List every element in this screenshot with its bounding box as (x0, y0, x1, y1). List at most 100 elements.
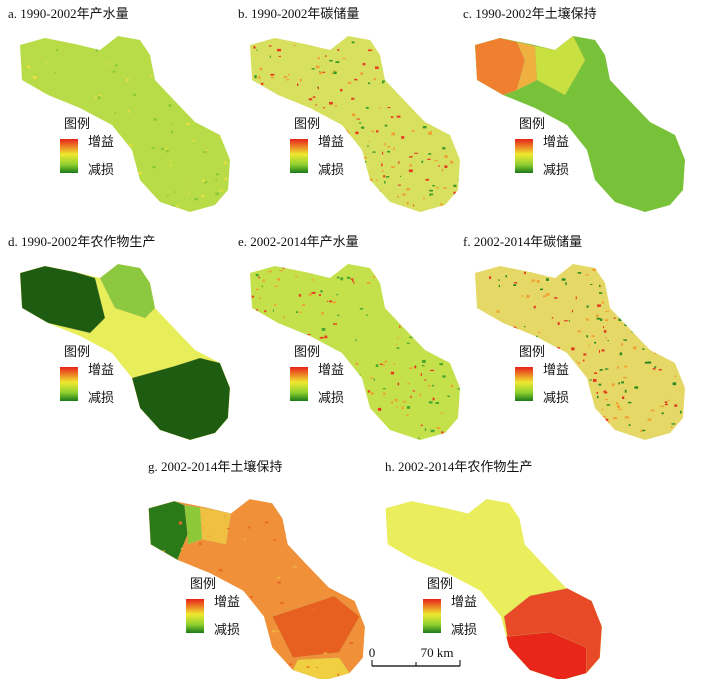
texture (346, 276, 351, 280)
texture (337, 380, 342, 384)
texture (349, 387, 353, 391)
texture (328, 300, 333, 303)
texture (398, 209, 403, 211)
texture (665, 304, 669, 307)
texture (390, 371, 395, 375)
texture (330, 197, 333, 200)
texture (665, 311, 668, 314)
texture (426, 332, 428, 334)
texture (613, 295, 618, 298)
texture (568, 320, 570, 322)
texture (611, 383, 615, 386)
panel-title: h. 2002-2014年农作物生产 (385, 459, 532, 474)
texture (623, 376, 627, 379)
texture (315, 375, 317, 378)
texture (326, 130, 328, 133)
texture (277, 120, 280, 122)
texture (598, 349, 601, 353)
texture (515, 364, 517, 367)
texture (190, 53, 195, 56)
map (475, 36, 685, 212)
texture (281, 103, 284, 106)
texture (282, 266, 286, 269)
texture (261, 397, 265, 401)
texture (632, 346, 637, 350)
texture (355, 362, 359, 365)
texture (592, 418, 596, 422)
texture (168, 66, 170, 69)
texture (340, 88, 343, 92)
texture (337, 673, 339, 677)
texture (443, 187, 447, 189)
texture (214, 70, 218, 72)
texture (575, 296, 577, 300)
texture (102, 123, 104, 125)
texture (619, 352, 623, 356)
texture (334, 384, 337, 386)
texture (381, 81, 384, 84)
texture (412, 204, 415, 207)
texture (26, 118, 29, 120)
texture (687, 402, 689, 405)
texture (477, 384, 479, 387)
texture (518, 435, 522, 438)
texture (370, 392, 374, 395)
texture (286, 336, 289, 338)
texture (653, 366, 657, 368)
texture (277, 48, 281, 52)
texture (540, 288, 544, 291)
texture (272, 629, 277, 633)
texture (377, 407, 382, 411)
texture (250, 314, 253, 316)
texture (644, 361, 648, 364)
texture (152, 166, 156, 169)
map (20, 36, 230, 212)
texture (265, 90, 268, 93)
texture (589, 379, 592, 381)
texture (180, 547, 183, 550)
texture (485, 366, 488, 368)
texture (668, 308, 672, 310)
texture (268, 271, 271, 273)
texture (422, 359, 426, 363)
texture (170, 159, 172, 162)
texture (271, 347, 275, 350)
texture (406, 414, 409, 417)
texture (83, 111, 85, 115)
texture (320, 501, 323, 504)
texture (223, 636, 226, 640)
texture (56, 48, 58, 52)
texture (673, 306, 675, 308)
texture (555, 435, 559, 437)
map (20, 264, 230, 440)
texture (397, 184, 401, 186)
texture (350, 205, 352, 208)
texture (366, 281, 371, 284)
texture (311, 392, 314, 394)
texture (189, 53, 194, 57)
texture (227, 528, 231, 530)
texture (20, 36, 24, 38)
texture (333, 385, 337, 388)
texture (571, 309, 574, 313)
texture (425, 282, 428, 286)
texture (225, 135, 229, 138)
texture (280, 371, 284, 375)
texture (308, 536, 311, 539)
texture (570, 438, 573, 440)
texture (259, 410, 264, 413)
texture (396, 347, 400, 349)
texture (333, 323, 338, 325)
texture (271, 128, 275, 130)
texture (175, 94, 179, 97)
texture (513, 326, 516, 329)
texture (403, 36, 406, 38)
legend-gain: 增益 (451, 594, 477, 609)
texture (542, 295, 547, 298)
texture (338, 206, 342, 210)
texture (221, 204, 223, 207)
texture (31, 157, 34, 161)
texture (453, 72, 457, 76)
texture (288, 73, 290, 76)
